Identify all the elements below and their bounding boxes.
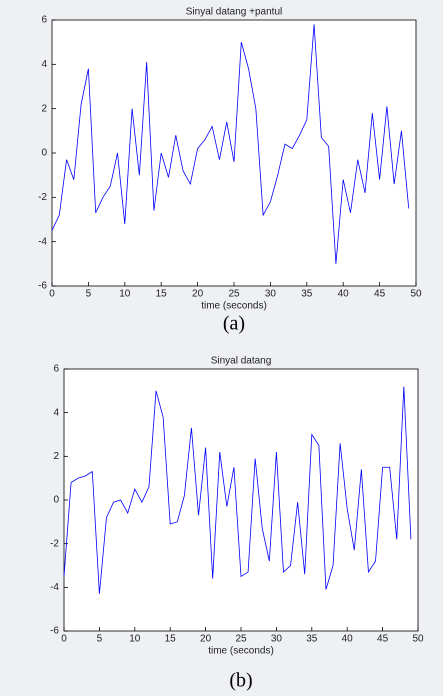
- x-tick-label: 25: [228, 289, 240, 300]
- x-tick-label: 35: [301, 289, 313, 300]
- signal-line: [63, 386, 412, 594]
- x-tick-label: 40: [342, 634, 354, 645]
- y-tick-label: -4: [38, 236, 47, 247]
- x-tick-label: 15: [165, 634, 177, 645]
- x-tick-label: 20: [192, 289, 204, 300]
- caption: (a): [223, 313, 245, 335]
- y-tick-label: 6: [53, 364, 59, 375]
- x-tick-label: 0: [61, 634, 67, 645]
- y-tick-label: 4: [41, 59, 47, 70]
- y-tick-label: 2: [41, 103, 47, 114]
- caption: (b): [229, 670, 252, 692]
- x-tick-label: 5: [86, 289, 92, 300]
- x-axis-label: time (seconds): [208, 646, 274, 657]
- x-tick-label: 0: [49, 289, 55, 300]
- x-tick-label: 40: [338, 289, 350, 300]
- y-tick-label: 2: [53, 451, 59, 462]
- y-tick-label: -4: [50, 582, 59, 593]
- plot-area: [63, 368, 419, 632]
- y-tick-label: -6: [50, 626, 59, 637]
- x-tick-label: 15: [156, 289, 168, 300]
- x-tick-label: 20: [200, 634, 212, 645]
- y-tick-label: 0: [41, 148, 47, 159]
- x-tick-label: 10: [129, 634, 141, 645]
- y-tick-label: 4: [53, 407, 59, 418]
- x-tick-label: 25: [235, 634, 247, 645]
- x-tick-label: 30: [265, 289, 277, 300]
- x-tick-label: 50: [410, 289, 422, 300]
- plot-area: [51, 19, 417, 287]
- x-tick-label: 50: [412, 634, 424, 645]
- x-tick-label: 30: [271, 634, 283, 645]
- y-tick-label: -6: [38, 281, 47, 292]
- y-tick-label: -2: [38, 192, 47, 203]
- x-tick-label: 35: [306, 634, 318, 645]
- y-tick-label: -2: [50, 538, 59, 549]
- x-tick-label: 10: [119, 289, 131, 300]
- y-tick-label: 6: [41, 15, 47, 26]
- x-axis-label: time (seconds): [201, 301, 267, 312]
- y-tick-label: 0: [53, 495, 59, 506]
- x-tick-label: 45: [377, 634, 389, 645]
- x-tick-label: 45: [374, 289, 386, 300]
- chart-title: Sinyal datang +pantul: [186, 7, 282, 18]
- chart-title: Sinyal datang: [211, 356, 272, 367]
- x-tick-label: 5: [97, 634, 103, 645]
- signal-line: [51, 24, 410, 264]
